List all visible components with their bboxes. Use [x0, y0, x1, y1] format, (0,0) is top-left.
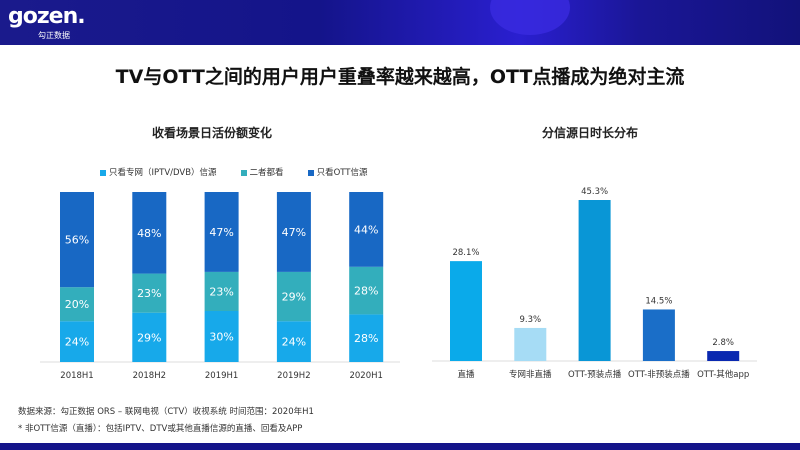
data-label: 23%: [137, 287, 161, 300]
bar-segment: [204, 311, 239, 362]
bar-segment: [60, 192, 94, 288]
x-tick-label: 2018H1: [60, 371, 93, 381]
bar-segment: [132, 273, 167, 313]
bar: [707, 351, 740, 361]
legend-item: 二者都看: [240, 166, 284, 178]
bar-segment: [204, 192, 239, 272]
bar-segment: [276, 321, 311, 362]
data-label: 47%: [282, 226, 306, 239]
bar-segment: [60, 287, 94, 322]
logo: gozen.: [8, 4, 86, 29]
data-label: 29%: [282, 291, 306, 304]
bar-segment: [132, 312, 167, 362]
bar-segment: [349, 314, 384, 362]
bar: [514, 327, 547, 361]
data-label: 23%: [209, 285, 233, 298]
data-label: 28%: [354, 285, 378, 298]
bar: [450, 261, 482, 361]
data-label: 45.3%: [581, 187, 608, 197]
source-note: 数据来源：勾正数据 ORS – 联网电视（CTV）收视系统 时间范围：2020年…: [18, 407, 314, 417]
data-label: 56%: [65, 234, 89, 247]
data-label: 28%: [354, 332, 378, 345]
bar-segment: [132, 192, 167, 274]
data-label: 24%: [282, 336, 306, 349]
legend-item: 只看专网（IPTV/DVB）信源: [100, 166, 217, 178]
x-tick-label: 2018H2: [133, 371, 166, 381]
data-label: 29%: [137, 331, 161, 344]
data-label: 44%: [354, 223, 378, 236]
data-label: 9.3%: [519, 315, 541, 325]
x-tick-label: 直播: [457, 369, 475, 380]
data-label: 14.5%: [645, 296, 672, 306]
logo-subtitle: 勾正数据: [38, 31, 70, 40]
header-band: gozen. 勾正数据: [0, 0, 800, 45]
data-label: 20%: [65, 298, 89, 311]
x-tick-label: OTT-预装点播: [568, 369, 622, 380]
bar-segment: [349, 192, 384, 267]
x-tick-label: 2019H1: [205, 371, 238, 381]
page-title: TV与OTT之间的用户用户重叠率越来越高，OTT点播成为绝对主流: [115, 66, 685, 88]
bar: [578, 200, 611, 361]
data-label: 2.8%: [712, 338, 734, 348]
x-tick-label: OTT-其他app: [697, 369, 749, 380]
x-tick-label: 2019H2: [277, 371, 310, 381]
x-tick-label: 专网非直播: [509, 369, 552, 380]
data-label: 47%: [209, 226, 233, 239]
footnote: * 非OTT信源（直播）：包括IPTV、DTV或其他直播信源的直播、回看及APP: [18, 424, 303, 434]
data-label: 28.1%: [452, 248, 479, 258]
data-label: 24%: [65, 336, 89, 349]
footer-band: [0, 443, 800, 450]
data-label: 30%: [209, 331, 233, 344]
bar: [642, 309, 675, 361]
right-chart-title: 分信源日时长分布: [541, 126, 638, 140]
left-chart-title: 收看场景日活份额变化: [151, 126, 272, 140]
bar-segment: [349, 266, 384, 315]
legend: 只看专网（IPTV/DVB）信源 二者都看 只看OTT信源: [100, 166, 368, 178]
legend-item: 只看OTT信源: [307, 166, 368, 178]
bar-segment: [276, 271, 311, 322]
bar-segment: [60, 321, 94, 362]
x-tick-label: 2020H1: [349, 371, 382, 381]
bar-segment: [276, 192, 311, 272]
data-label: 48%: [137, 227, 161, 240]
x-tick-label: OTT-非预装点播: [628, 369, 690, 380]
bar-segment: [204, 271, 239, 311]
